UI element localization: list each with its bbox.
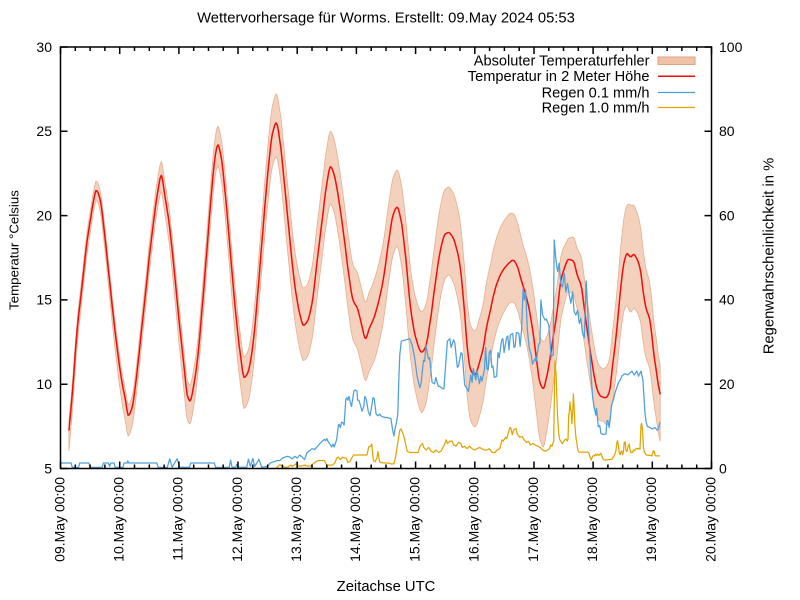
svg-text:Absoluter Temperaturfehler: Absoluter Temperaturfehler (474, 53, 650, 69)
svg-text:5: 5 (44, 460, 52, 476)
svg-text:09.May 00:00: 09.May 00:00 (51, 477, 67, 562)
svg-text:15.May 00:00: 15.May 00:00 (406, 477, 422, 562)
svg-text:Regenwahrscheinlichkeit in %: Regenwahrscheinlichkeit in % (762, 158, 778, 355)
svg-text:20: 20 (36, 207, 52, 223)
svg-text:15: 15 (36, 292, 52, 308)
svg-text:Temperatur in 2 Meter Höhe: Temperatur in 2 Meter Höhe (468, 69, 650, 85)
svg-text:40: 40 (719, 292, 735, 308)
svg-text:18.May 00:00: 18.May 00:00 (584, 477, 600, 562)
svg-text:60: 60 (719, 207, 735, 223)
svg-text:Wettervorhersage für Worms. Er: Wettervorhersage für Worms. Erstellt: 09… (197, 11, 575, 27)
svg-text:20.May 00:00: 20.May 00:00 (702, 477, 718, 562)
svg-text:Regen 1.0 mm/h: Regen 1.0 mm/h (542, 100, 650, 116)
svg-text:11.May 00:00: 11.May 00:00 (170, 477, 186, 561)
svg-text:80: 80 (719, 123, 735, 139)
svg-text:100: 100 (719, 39, 743, 55)
svg-text:13.May 00:00: 13.May 00:00 (288, 477, 304, 562)
svg-text:Zeitachse UTC: Zeitachse UTC (337, 579, 436, 595)
svg-text:20: 20 (719, 376, 735, 392)
svg-text:10: 10 (36, 376, 52, 392)
svg-text:12.May 00:00: 12.May 00:00 (229, 477, 245, 562)
svg-text:17.May 00:00: 17.May 00:00 (525, 477, 541, 562)
svg-text:Regen 0.1 mm/h: Regen 0.1 mm/h (542, 85, 650, 101)
svg-text:30: 30 (36, 39, 52, 55)
svg-text:0: 0 (719, 460, 727, 476)
svg-text:14.May 00:00: 14.May 00:00 (347, 477, 363, 562)
svg-text:25: 25 (36, 123, 52, 139)
svg-text:10.May 00:00: 10.May 00:00 (111, 477, 127, 562)
svg-text:19.May 00:00: 19.May 00:00 (643, 477, 659, 562)
svg-text:16.May 00:00: 16.May 00:00 (466, 477, 482, 562)
svg-text:Temperatur °Celsius: Temperatur °Celsius (7, 190, 22, 310)
